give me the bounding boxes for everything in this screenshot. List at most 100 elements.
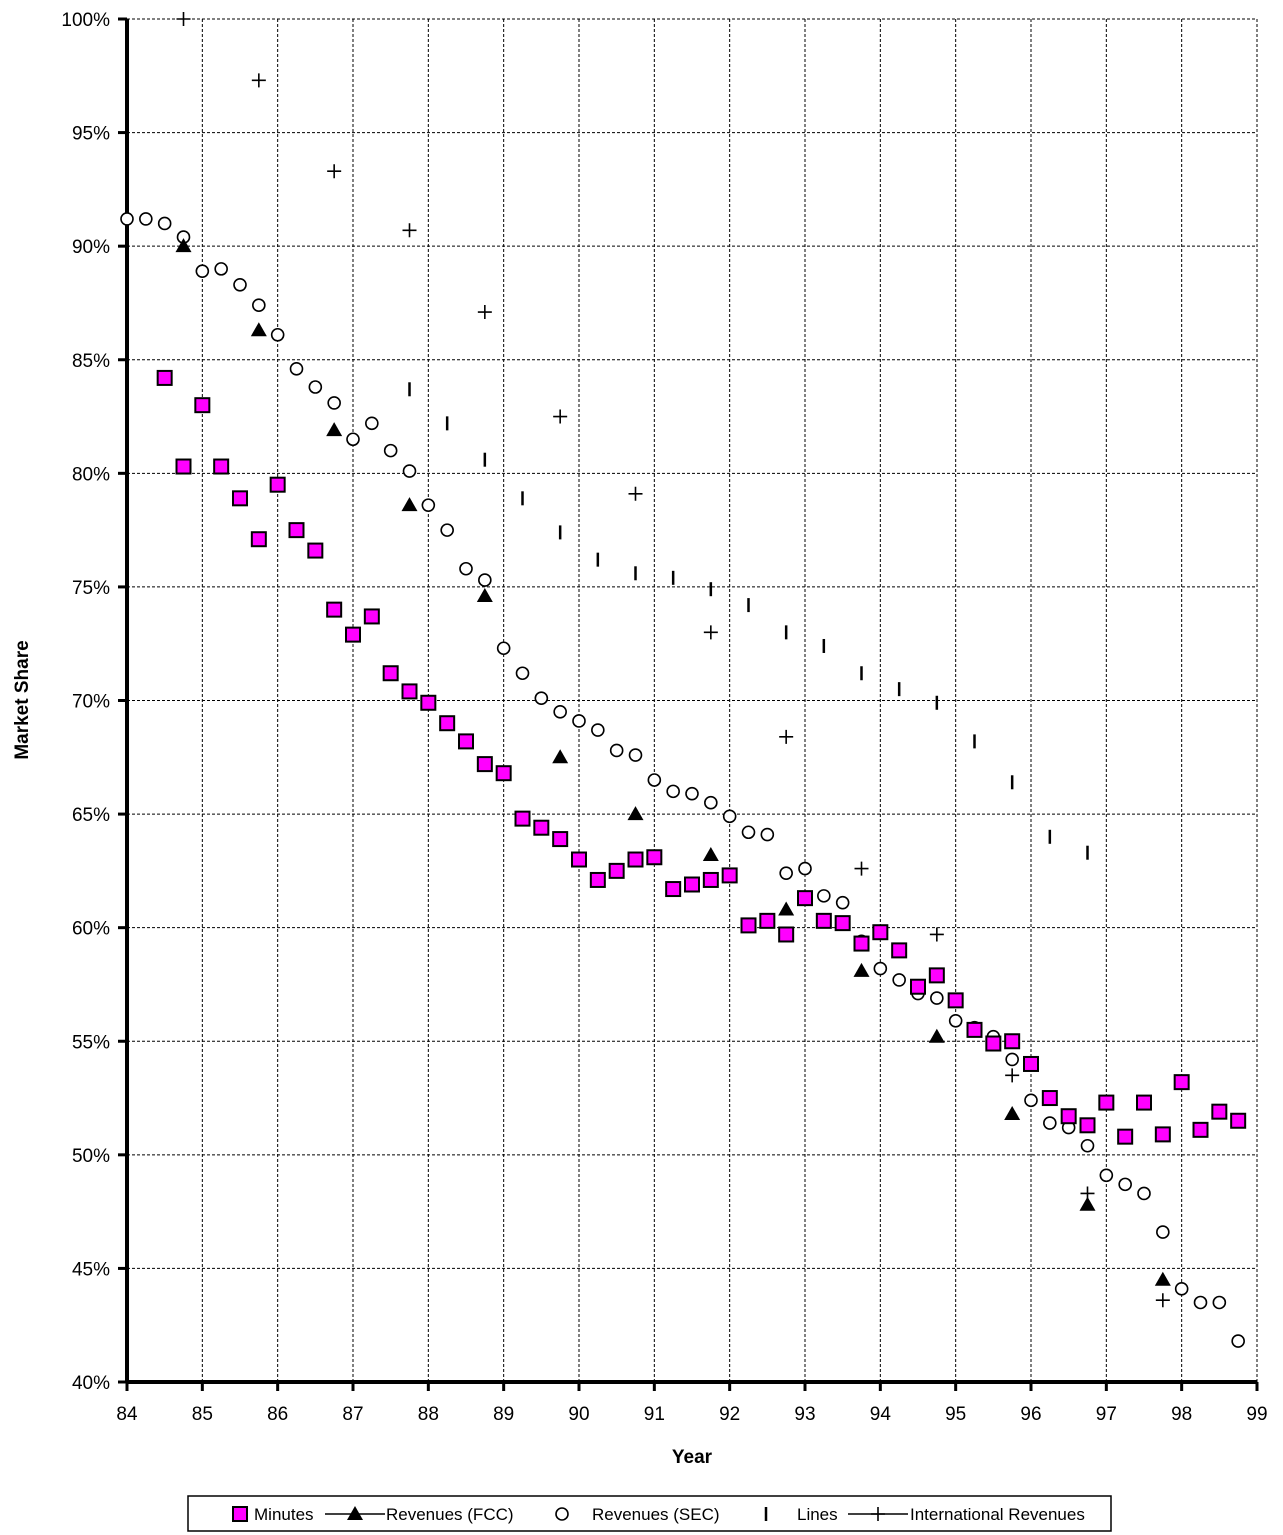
y-tick-label: 55%: [72, 1032, 110, 1053]
point-revenues-sec: [1005, 1052, 1019, 1067]
legend-marker-revenues-sec: [555, 1507, 569, 1521]
point-revenues-sec: [252, 298, 266, 313]
point-minutes: [552, 831, 569, 848]
point-minutes: [1117, 1128, 1134, 1145]
point-revenues-sec: [647, 773, 662, 787]
point-revenues-sec: [421, 498, 436, 512]
y-tick-label: 95%: [72, 124, 110, 145]
point-international-revenues: [176, 12, 191, 26]
y-tick-label: 50%: [72, 1146, 110, 1167]
point-revenues-fcc: [175, 238, 192, 253]
point-revenues-sec: [741, 825, 756, 840]
point-revenues-sec: [120, 212, 134, 226]
legend-label-minutes: Minutes: [254, 1505, 314, 1524]
point-revenues-sec: [798, 861, 812, 876]
point-international-revenues: [779, 729, 794, 744]
point-international-revenues: [327, 164, 342, 179]
point-international-revenues: [1155, 1293, 1170, 1308]
x-tick-label: 88: [418, 1404, 439, 1425]
point-minutes: [966, 1021, 983, 1038]
point-minutes: [797, 890, 813, 907]
point-revenues-sec: [402, 464, 417, 478]
point-international-revenues: [402, 223, 417, 238]
point-minutes: [815, 912, 832, 929]
data-points: [120, 12, 1247, 1348]
point-revenues-sec: [591, 723, 605, 737]
point-revenues-sec: [478, 573, 492, 587]
point-revenues-fcc: [778, 901, 795, 916]
y-tick-label: 60%: [72, 919, 110, 940]
point-revenues-fcc: [326, 422, 343, 437]
legend: Minutes Revenues (FCC) Revenues (SEC) Lines…: [187, 1495, 1112, 1532]
point-international-revenues: [929, 927, 944, 942]
point-revenues-sec: [948, 1014, 963, 1028]
x-axis-title: Year: [672, 1447, 713, 1468]
point-international-revenues: [1005, 1068, 1020, 1083]
point-revenues-sec: [308, 380, 323, 394]
point-revenues-sec: [760, 827, 775, 842]
x-tick-label: 89: [493, 1404, 514, 1425]
point-revenues-sec: [553, 705, 567, 719]
y-tick-label: 80%: [72, 464, 110, 485]
y-tick-label: 70%: [72, 692, 110, 713]
point-revenues-sec: [195, 264, 210, 278]
point-minutes: [1173, 1074, 1190, 1091]
point-minutes: [778, 926, 795, 943]
point-minutes: [269, 476, 286, 493]
point-minutes: [175, 458, 192, 475]
point-minutes: [1230, 1112, 1247, 1129]
point-revenues-fcc: [476, 588, 493, 603]
point-revenues-sec: [1193, 1295, 1208, 1310]
y-tick-label: 90%: [72, 237, 110, 258]
point-revenues-sec: [666, 784, 680, 799]
point-minutes: [665, 881, 682, 898]
point-revenues-sec: [1156, 1225, 1170, 1239]
point-revenues-sec: [873, 961, 888, 976]
grid-lines: [127, 18, 1258, 1382]
point-minutes: [194, 397, 211, 414]
point-minutes: [1041, 1090, 1058, 1107]
point-revenues-sec: [1118, 1177, 1132, 1192]
point-revenues-sec: [1212, 1295, 1227, 1310]
point-revenues-sec: [440, 523, 454, 537]
point-revenues-sec: [214, 262, 228, 276]
point-revenues-fcc: [853, 962, 870, 977]
point-revenues-fcc: [250, 322, 267, 337]
point-revenues-sec: [1231, 1334, 1245, 1348]
point-international-revenues: [703, 625, 718, 640]
point-revenues-sec: [157, 216, 172, 231]
point-minutes: [1060, 1108, 1077, 1125]
y-tick-label: 100%: [61, 10, 110, 31]
point-minutes: [684, 876, 700, 893]
point-minutes: [910, 978, 926, 995]
x-tick-label: 85: [192, 1404, 213, 1425]
point-minutes: [608, 862, 625, 879]
point-minutes: [891, 942, 908, 959]
point-revenues-sec: [233, 277, 247, 292]
x-tick-label: 93: [794, 1404, 815, 1425]
point-minutes: [589, 871, 606, 888]
point-minutes: [307, 542, 324, 559]
point-revenues-sec: [1043, 1116, 1057, 1130]
point-minutes: [571, 851, 587, 868]
point-minutes: [928, 967, 945, 984]
point-revenues-sec: [1174, 1282, 1189, 1296]
point-revenues-sec: [383, 443, 398, 458]
point-revenues-sec: [572, 714, 586, 728]
legend-label-revenues-sec: Revenues (SEC): [592, 1505, 720, 1524]
point-minutes: [401, 683, 418, 700]
point-revenues-sec: [685, 786, 699, 801]
point-minutes: [458, 733, 474, 750]
point-minutes: [1098, 1094, 1115, 1111]
point-minutes: [363, 608, 380, 625]
point-minutes: [721, 867, 738, 884]
legend-label-international-revenues: International Revenues: [910, 1505, 1085, 1524]
x-tick-label: 94: [870, 1404, 892, 1425]
legend-marker-minutes: [232, 1506, 248, 1522]
point-minutes: [627, 851, 644, 868]
point-revenues-fcc: [702, 846, 719, 861]
point-revenues-sec: [892, 973, 906, 987]
point-international-revenues: [251, 73, 266, 88]
